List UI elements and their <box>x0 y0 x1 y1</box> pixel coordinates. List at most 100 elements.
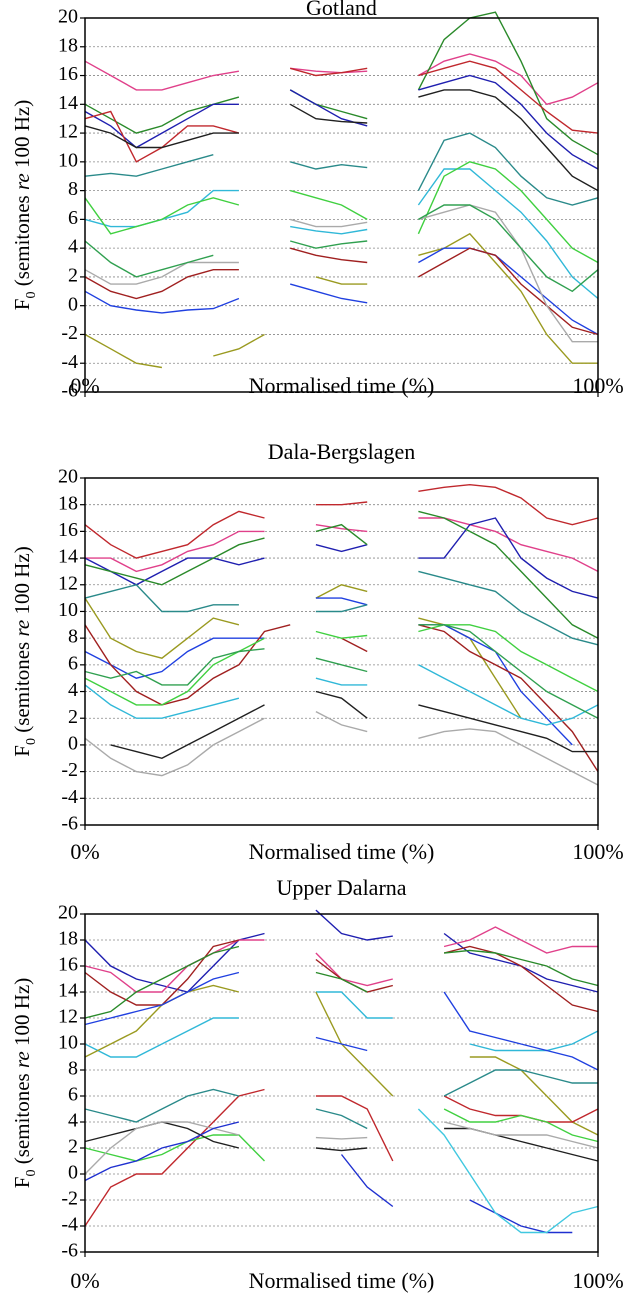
f0-contour <box>84 945 599 1019</box>
f0-contour <box>84 624 599 719</box>
f0-contour <box>84 1108 599 1162</box>
f0-contour <box>84 247 599 336</box>
f0-contour <box>84 971 599 1071</box>
y-axis-label-part: re <box>10 1051 34 1068</box>
y-axis-label-part: (semitones <box>10 637 34 738</box>
y-axis-label-part: 100 Hz) <box>10 978 34 1051</box>
y-tick-label: -4 <box>61 351 78 373</box>
f0-contour <box>84 991 599 1058</box>
y-tick-label: 12 <box>58 121 78 143</box>
y-tick-label: 12 <box>58 572 78 594</box>
y-tick-label: 20 <box>58 6 78 28</box>
x-tick-label: 100% <box>572 1268 623 1293</box>
y-tick-label: 14 <box>58 92 78 114</box>
f0-contour <box>84 984 599 1136</box>
panel-title: Dala-Bergslagen <box>268 439 415 464</box>
f0-contour <box>84 168 599 300</box>
f0-contour <box>84 132 599 206</box>
y-tick-label: 16 <box>58 519 78 541</box>
y-axis-label-part: F <box>10 1177 34 1189</box>
plot-frame <box>84 913 599 1253</box>
y-axis-label-part: 100 Hz) <box>10 546 34 619</box>
y-tick-label: 10 <box>58 149 78 171</box>
y-tick-label: 0 <box>68 1162 78 1184</box>
y-tick-label: 8 <box>68 1058 78 1080</box>
y-tick-label: 20 <box>58 466 78 488</box>
plot-frame <box>84 17 599 393</box>
y-tick-label: 6 <box>68 1084 78 1106</box>
y-tick-label: 10 <box>58 1032 78 1054</box>
x-tick-label: 100% <box>572 839 623 864</box>
y-tick-label: -2 <box>61 322 78 344</box>
y-tick-label: 0 <box>68 733 78 755</box>
f0-contour <box>84 204 599 293</box>
y-tick-label: -2 <box>61 1188 78 1210</box>
y-tick-label: 0 <box>68 293 78 315</box>
y-tick-label: 14 <box>58 980 78 1002</box>
y-tick-label: 18 <box>58 928 78 950</box>
y-axis-label-part: 0 <box>24 738 39 745</box>
x-axis-label: Normalised time (%) <box>249 373 435 398</box>
f0-contour <box>84 161 599 264</box>
panel: Dala-Bergslagen -6 -4 -2 0 2 4 6 8 10 12 14 16 18 20 0%… <box>10 439 624 864</box>
y-tick-label: 4 <box>68 679 78 701</box>
f0-contour <box>84 926 598 993</box>
y-axis-label: F0 (semitones re 100 Hz) <box>10 100 39 310</box>
panel: Upper Dalarna -6 -4 -2 0 2 4 6 8 10 12 14 16 18 20 0% 10… <box>10 875 624 1293</box>
y-tick-label: 4 <box>68 1110 78 1132</box>
f0-contour <box>84 1121 573 1234</box>
f0-contour <box>84 1069 598 1130</box>
f0-contour <box>84 204 598 343</box>
y-tick-label: 18 <box>58 34 78 56</box>
f0-contour <box>84 483 599 559</box>
f0-contour <box>84 939 599 1013</box>
y-tick-label: 8 <box>68 178 78 200</box>
x-axis-label: Normalised time (%) <box>249 839 435 864</box>
y-axis-label-part: 0 <box>24 1170 39 1177</box>
plot-frame <box>84 477 599 826</box>
f0-contour <box>84 232 598 369</box>
x-axis-label: Normalised time (%) <box>249 1268 435 1293</box>
y-tick-label: 12 <box>58 1006 78 1028</box>
y-tick-label: 20 <box>58 902 78 924</box>
y-axis-label: F0 (semitones re 100 Hz) <box>10 978 39 1188</box>
f0-contour <box>84 570 599 646</box>
x-tick-label: 0% <box>70 839 99 864</box>
x-tick-label: 0% <box>70 1268 99 1293</box>
panel-title: Upper Dalarna <box>276 875 406 900</box>
f0-contour <box>84 710 599 786</box>
y-tick-label: -6 <box>61 1240 78 1262</box>
y-tick-label: 16 <box>58 63 78 85</box>
y-tick-label: 10 <box>58 599 78 621</box>
y-tick-label: 2 <box>68 706 78 728</box>
f0-contour <box>84 53 599 106</box>
y-axis-label-part: (semitones <box>10 190 34 291</box>
y-tick-label: 4 <box>68 236 78 258</box>
y-tick-label: -6 <box>61 380 78 402</box>
y-tick-label: 2 <box>68 1136 78 1158</box>
y-axis-label-part: F <box>10 745 34 757</box>
y-tick-label: 14 <box>58 546 78 568</box>
f0-contour <box>84 517 599 599</box>
y-tick-label: 6 <box>68 652 78 674</box>
y-tick-label: -6 <box>61 813 78 835</box>
y-tick-label: 6 <box>68 207 78 229</box>
y-axis-label: F0 (semitones re 100 Hz) <box>10 546 39 756</box>
y-tick-label: 8 <box>68 626 78 648</box>
f0-contour <box>84 1088 599 1227</box>
f0-contour <box>85 517 599 573</box>
f0-contour <box>84 247 599 336</box>
f0-contour <box>84 89 599 192</box>
y-tick-label: 16 <box>58 954 78 976</box>
f0-contour <box>417 1108 599 1234</box>
panel-title: Gotland <box>306 0 377 20</box>
f0-contour <box>84 510 599 639</box>
y-axis-label-part: F <box>10 299 34 311</box>
f0-contour <box>84 624 599 706</box>
y-axis-label-part: re <box>10 620 34 637</box>
y-tick-label: -4 <box>61 1214 78 1236</box>
y-axis-label-part: (semitones <box>10 1068 34 1169</box>
